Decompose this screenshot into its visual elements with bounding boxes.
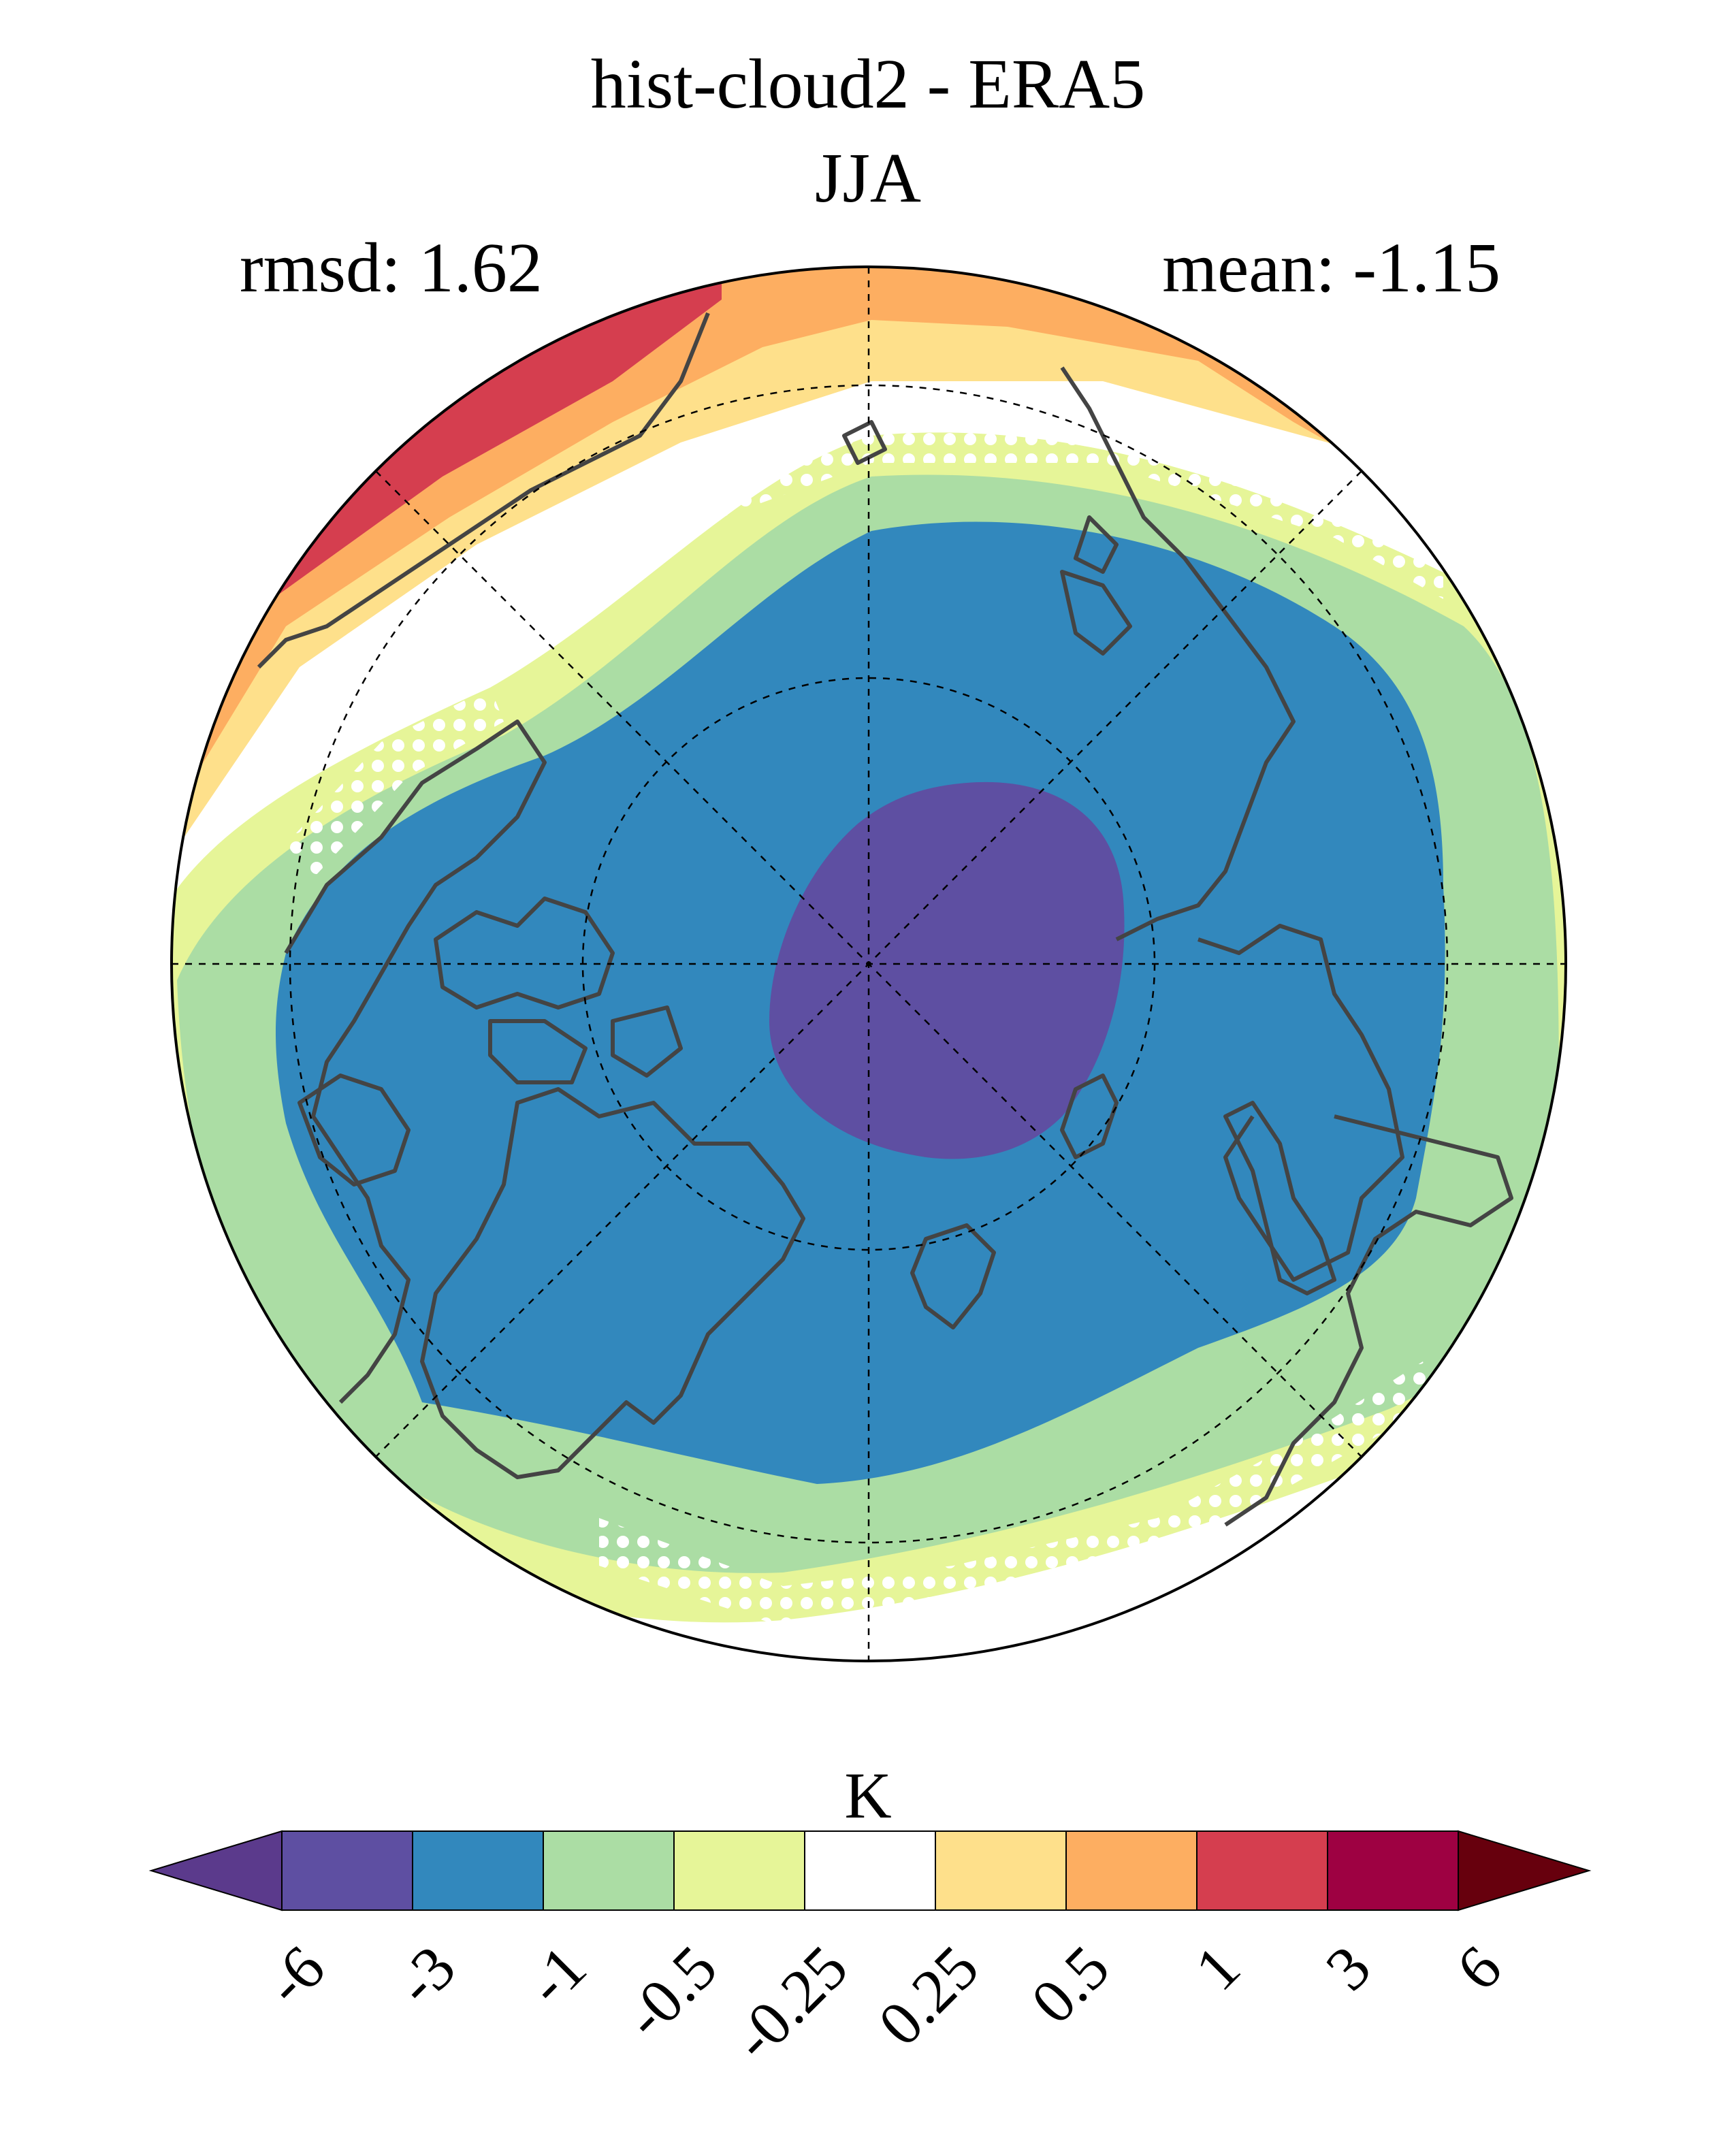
- colorbar-segment: [281, 1830, 413, 1911]
- colorbar: [148, 1830, 1592, 1911]
- mean-label: mean: -1.15: [1162, 229, 1500, 307]
- stipple-north: [585, 415, 1443, 599]
- colorbar-tick-label: -1: [513, 1932, 600, 2018]
- colorbar-tick-label: 0.25: [865, 1932, 992, 2059]
- colorbar-tick-label: 0.5: [1018, 1932, 1123, 2037]
- coastline-greenland: [420, 1087, 805, 1479]
- colorbar-segment: [412, 1830, 544, 1911]
- colorbar-unit: K: [844, 1759, 892, 1832]
- anomaly-field: [172, 267, 1566, 1661]
- colorbar-segment: [804, 1830, 936, 1911]
- coastline-novaya-zemlya: [1060, 1074, 1119, 1159]
- coastline-scandinavia: [1223, 1101, 1336, 1295]
- colorbar-under-arrow: [148, 1830, 283, 1911]
- graticule: [172, 267, 1566, 1661]
- colorbar-tick-label: -0.25: [719, 1932, 861, 2074]
- coastline-alaska: [257, 312, 710, 669]
- coastline-north-america: [284, 720, 547, 1404]
- colorbar-segment: [1065, 1830, 1197, 1911]
- colorbar-over-arrow: [1458, 1830, 1592, 1911]
- coastline-europe: [1224, 1114, 1513, 1527]
- coastline-canadian-islands: [434, 897, 683, 1084]
- stipple-west: [286, 688, 504, 878]
- map-title: hist-cloud2 - ERA5: [590, 45, 1146, 123]
- coastline-iceland: [379, 1564, 451, 1622]
- coastline-hudson-bay: [298, 1074, 411, 1187]
- colorbar-segment: [673, 1830, 805, 1911]
- colorbar-segment: [1327, 1830, 1459, 1911]
- map-boundary: [170, 265, 1567, 1662]
- coastline-chukotka: [842, 420, 1132, 656]
- meridian-135: [375, 470, 1362, 1457]
- colorbar-tick-label: 3: [1312, 1932, 1384, 2004]
- coastline-svalbard: [910, 1223, 996, 1329]
- latitude-circle-70: [289, 384, 1449, 1544]
- colorbar-tick-label: -3: [383, 1932, 469, 2018]
- colorbar-segment: [543, 1830, 675, 1911]
- colorbar-tick-label: -6: [252, 1932, 338, 2018]
- colorbar-segment: [1196, 1830, 1328, 1911]
- colorbar-tick-label: 1: [1181, 1932, 1253, 2004]
- coastline-siberia: [1060, 366, 1296, 941]
- colorbar-tick-label: -0.5: [611, 1932, 730, 2052]
- polar-map: [170, 265, 1567, 1662]
- rmsd-label: rmsd: 1.62: [240, 229, 543, 307]
- colorbar-segment: [935, 1830, 1067, 1911]
- coastlines: [257, 312, 1513, 1622]
- colorbar-tick-label: 6: [1443, 1932, 1515, 2004]
- season-label: JJA: [814, 139, 922, 217]
- coastline-eurasia-north: [1197, 924, 1404, 1282]
- band-minus6-minus3: [769, 781, 1125, 1159]
